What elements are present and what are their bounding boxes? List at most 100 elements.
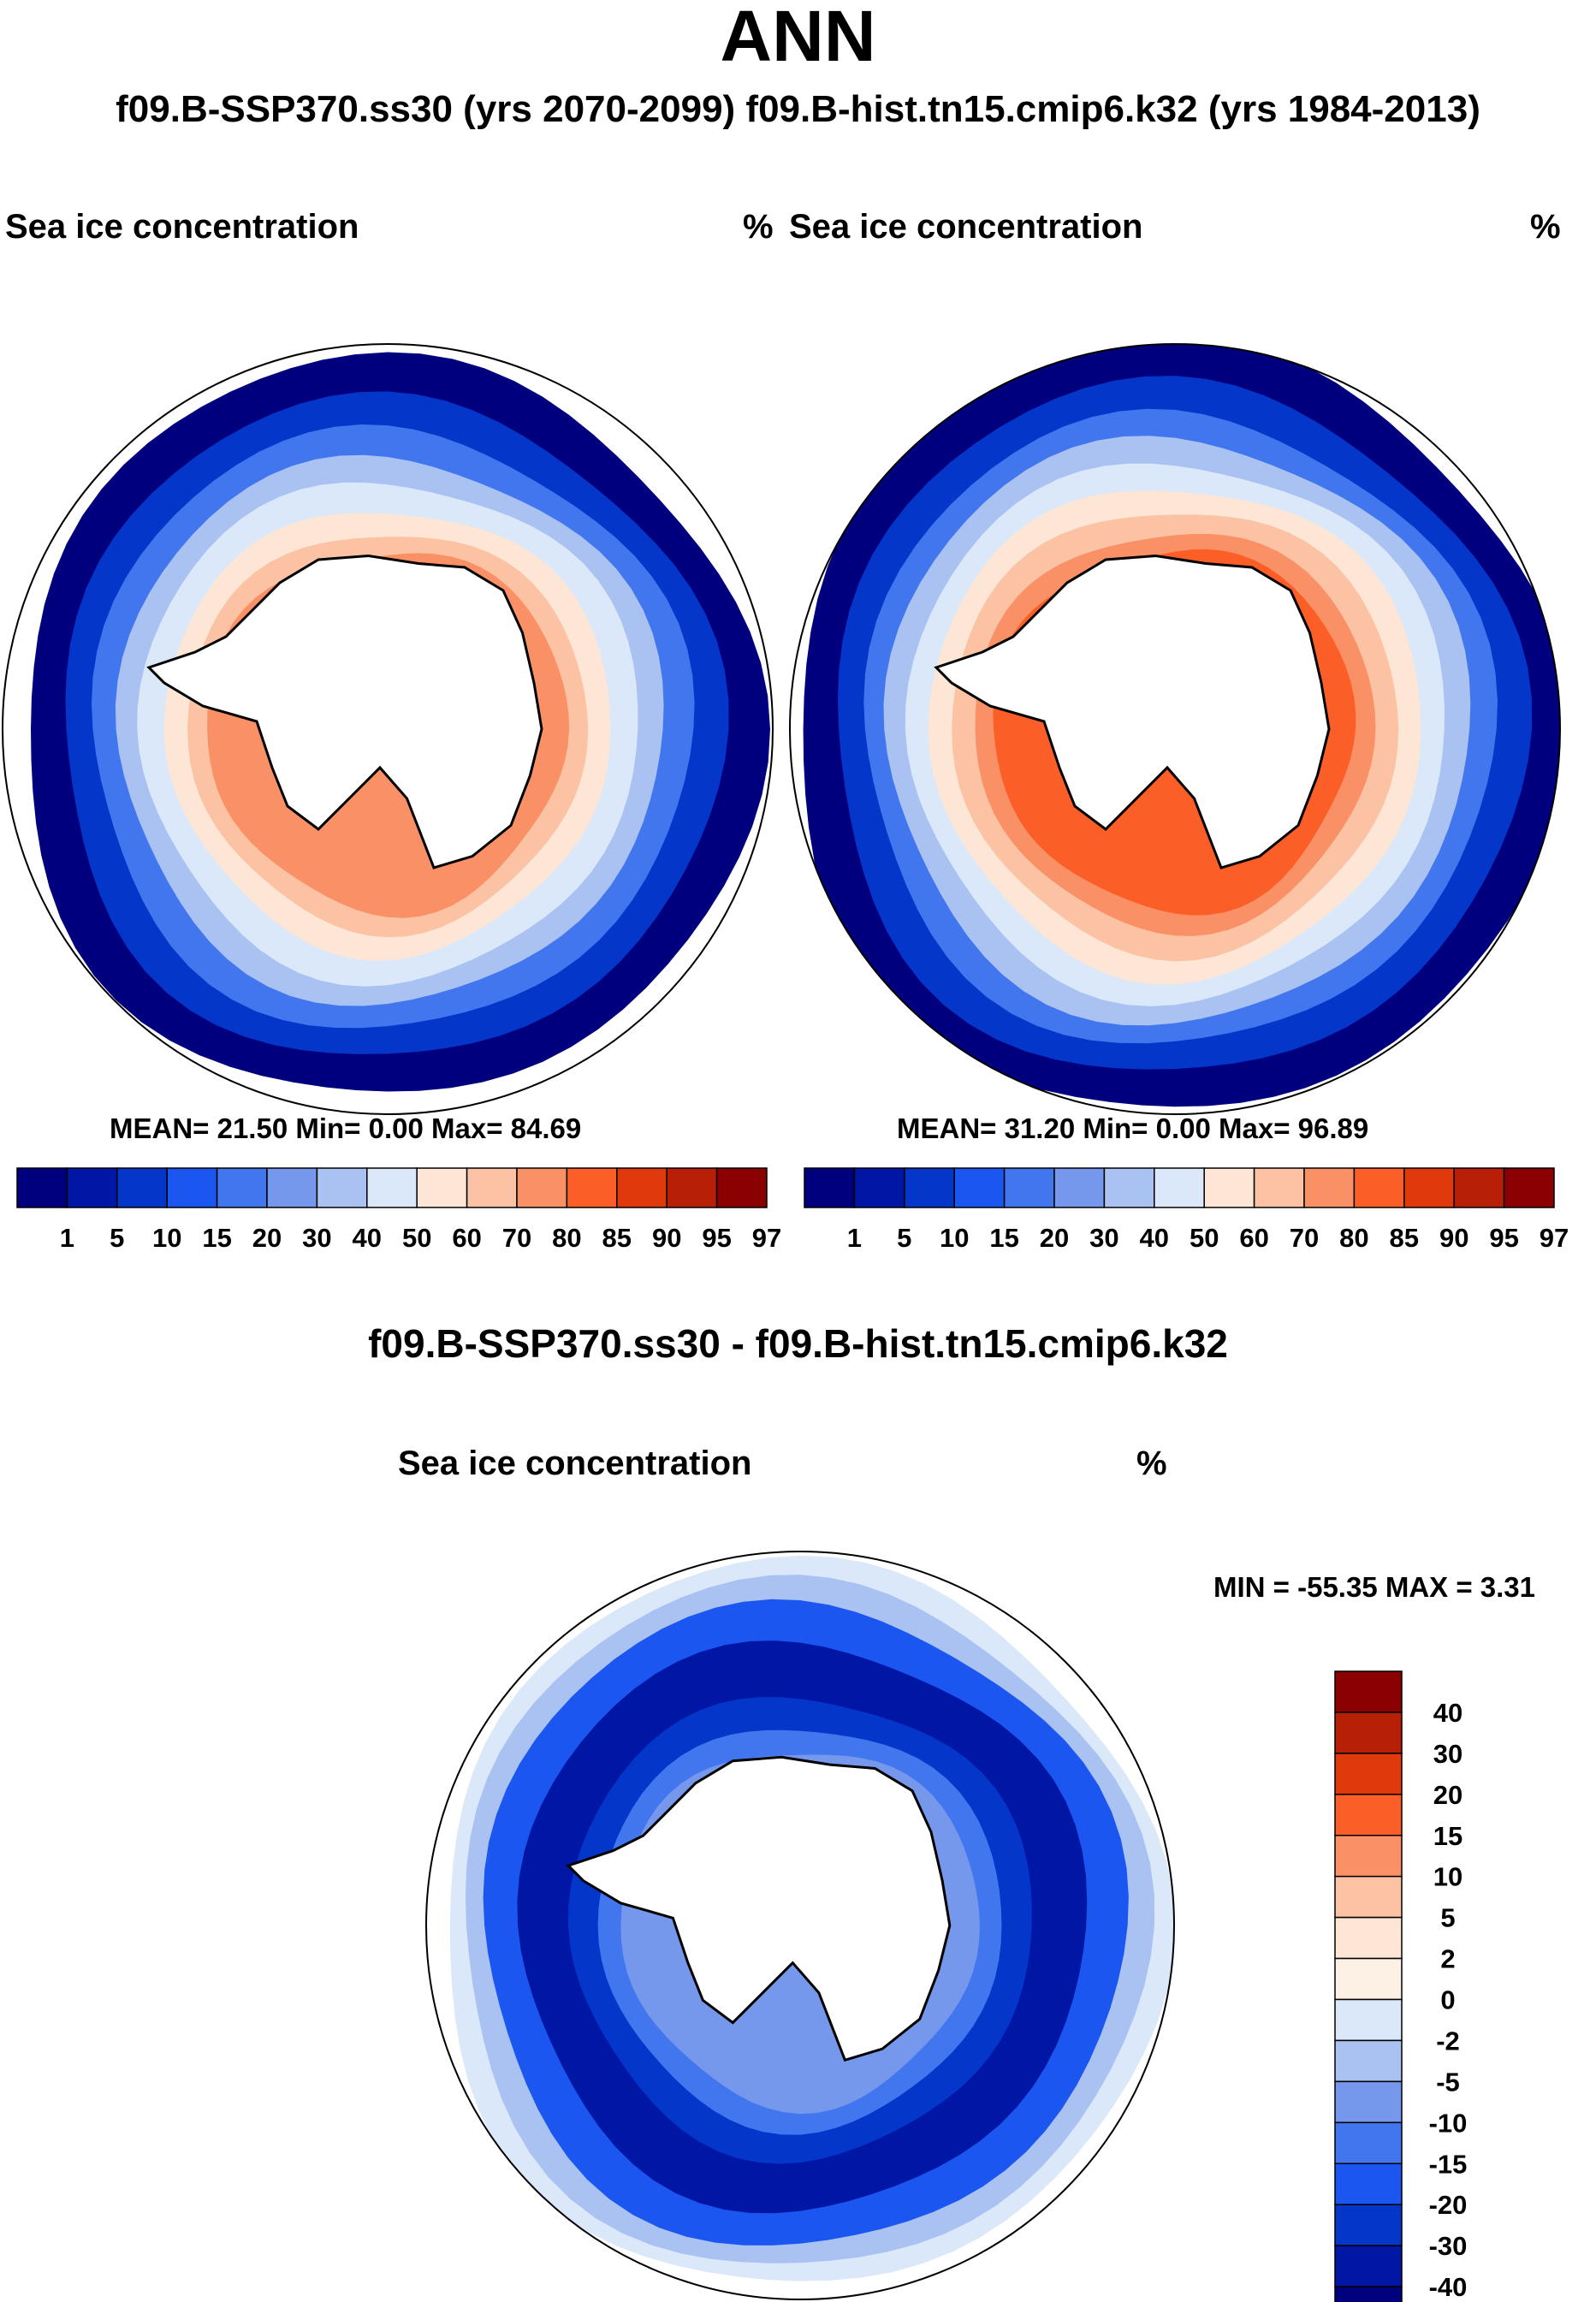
colorbar-historical-tick-label: 1 — [847, 1223, 862, 1253]
diff-panel-unit: % — [1136, 1445, 1167, 1482]
colorbar-ssp370-tick-label: 30 — [302, 1223, 331, 1253]
map-difference-map-border — [425, 1551, 1175, 2300]
colorbar-ssp370-tick-label: 60 — [452, 1223, 481, 1253]
colorbar-difference-swatch — [1334, 2286, 1403, 2302]
colorbar-historical-tick-label: 30 — [1089, 1223, 1118, 1253]
colorbar-historical-tick-label: 60 — [1239, 1223, 1268, 1253]
colorbar-ssp370-swatch — [416, 1167, 468, 1208]
colorbar-difference-swatch — [1334, 1753, 1403, 1795]
colorbar-ssp370-swatch — [316, 1167, 368, 1208]
colorbar-difference-tick-label: 15 — [1433, 1821, 1463, 1851]
colorbar-historical-swatch — [1253, 1167, 1305, 1208]
colorbar-difference-tick-label: -40 — [1429, 2272, 1468, 2302]
colorbar-difference-swatch — [1334, 1875, 1403, 1919]
colorbar-historical-swatch — [853, 1167, 905, 1208]
colorbar-historical-swatch — [1453, 1167, 1505, 1208]
diff-panel-minmax: MIN = -55.35 MAX = 3.31 — [1213, 1571, 1536, 1603]
colorbar-historical-tick-label: 50 — [1190, 1223, 1219, 1253]
map-historical-map-border — [789, 343, 1561, 1115]
colorbar-historical-tick-label: 97 — [1540, 1223, 1569, 1253]
colorbar-difference-swatch — [1334, 1794, 1403, 1836]
colorbar-historical-tick-label: 80 — [1339, 1223, 1368, 1253]
colorbar-historical-tick-label: 95 — [1489, 1223, 1518, 1253]
colorbar-historical-swatch — [953, 1167, 1006, 1208]
map-ssp370-antarctica-coastline — [146, 554, 543, 869]
left-panel-stats: MEAN= 21.50 Min= 0.00 Max= 84.69 — [110, 1112, 582, 1144]
colorbar-difference-swatch — [1334, 2039, 1403, 2083]
colorbar-difference-tick-label: -2 — [1436, 2026, 1460, 2056]
difference-title: f09.B-SSP370.ss30 - f09.B-hist.tn15.cmip… — [368, 1321, 1228, 1366]
colorbar-ssp370-tick-label: 95 — [702, 1223, 731, 1253]
colorbar-ssp370-swatch — [266, 1167, 318, 1208]
colorbar-difference-swatch — [1334, 1712, 1403, 1754]
colorbar-ssp370-swatch — [16, 1167, 68, 1208]
colorbar-historical-tick-label: 5 — [897, 1223, 911, 1253]
right-panel-variable: Sea ice concentration — [789, 208, 1143, 246]
colorbar-historical-tick-label: 40 — [1140, 1223, 1169, 1253]
map-difference-antarctica-coastline — [566, 1755, 952, 2062]
colorbar-difference-swatch — [1334, 2204, 1403, 2246]
colorbar-ssp370-tick-label: 50 — [402, 1223, 431, 1253]
colorbar-ssp370-swatch — [616, 1167, 667, 1208]
colorbar-historical-swatch — [1203, 1167, 1255, 1208]
colorbar-ssp370-swatch — [715, 1167, 768, 1208]
map-ssp370 — [2, 343, 774, 1115]
colorbar-difference-tick-label: 20 — [1433, 1780, 1463, 1810]
colorbar-historical-swatch — [1353, 1167, 1405, 1208]
colorbar-difference-tick-label: -5 — [1436, 2067, 1460, 2097]
map-ssp370-map-border — [2, 343, 774, 1115]
right-panel-unit: % — [1530, 208, 1561, 246]
colorbar-ssp370-tick-label: 85 — [602, 1223, 632, 1253]
colorbar-difference-swatch — [1334, 2080, 1403, 2124]
colorbar-difference-swatch — [1334, 1670, 1403, 1713]
colorbar-difference-swatch — [1334, 2121, 1403, 2164]
colorbar-ssp370-swatch — [666, 1167, 718, 1208]
colorbar-difference-tick-label: 40 — [1433, 1698, 1463, 1728]
colorbar-historical-tick-label: 20 — [1040, 1223, 1069, 1253]
colorbar-ssp370-tick-label: 70 — [502, 1223, 531, 1253]
colorbar-historical-swatch — [1303, 1167, 1356, 1208]
colorbar-difference-swatch — [1334, 1998, 1403, 2042]
colorbar-historical-tick-label: 15 — [989, 1223, 1018, 1253]
colorbar-ssp370-tick-label: 90 — [652, 1223, 681, 1253]
colorbar-ssp370-tick-label: 10 — [152, 1223, 181, 1253]
colorbar-difference-swatch — [1334, 1835, 1403, 1878]
colorbar-difference-tick-label: 10 — [1433, 1862, 1463, 1892]
colorbar-historical-swatch — [1053, 1167, 1106, 1208]
colorbar-difference-tick-label: 0 — [1440, 1985, 1455, 2015]
colorbar-ssp370-swatch — [366, 1167, 418, 1208]
colorbar-difference-swatch — [1334, 1957, 1403, 2001]
colorbar-historical-swatch — [1103, 1167, 1155, 1208]
colorbar-difference-tick-label: -20 — [1429, 2190, 1468, 2220]
main-title: ANN — [720, 0, 876, 76]
colorbar-ssp370-tick-label: 20 — [252, 1223, 282, 1253]
colorbar-ssp370-swatch — [566, 1167, 618, 1208]
colorbar-ssp370-swatch — [166, 1167, 218, 1208]
colorbar-ssp370-swatch — [516, 1167, 568, 1208]
colorbar-ssp370-swatch — [116, 1167, 168, 1208]
right-panel-stats: MEAN= 31.20 Min= 0.00 Max= 96.89 — [897, 1112, 1369, 1144]
colorbar-historical-swatch — [1154, 1167, 1205, 1208]
colorbar-difference-tick-label: 5 — [1440, 1903, 1455, 1933]
colorbar-historical-tick-label: 70 — [1290, 1223, 1319, 1253]
left-panel-unit: % — [743, 208, 774, 246]
colorbar-historical-tick-label: 90 — [1439, 1223, 1468, 1253]
colorbar-difference-swatch — [1334, 1916, 1403, 1960]
colorbar-ssp370-tick-label: 1 — [60, 1223, 74, 1253]
diff-panel-variable: Sea ice concentration — [398, 1445, 752, 1482]
subtitle: f09.B-SSP370.ss30 (yrs 2070-2099) f09.B-… — [116, 88, 1480, 130]
colorbar-difference-swatch — [1334, 2245, 1403, 2287]
colorbar-ssp370-tick-label: 97 — [752, 1223, 781, 1253]
colorbar-difference-swatch — [1334, 2163, 1403, 2205]
colorbar-difference-tick-label: 30 — [1433, 1739, 1463, 1769]
colorbar-difference-tick-label: -30 — [1429, 2231, 1468, 2261]
colorbar-historical-tick-label: 10 — [940, 1223, 969, 1253]
colorbar-historical-swatch — [804, 1167, 856, 1208]
colorbar-historical-swatch — [1403, 1167, 1455, 1208]
colorbar-ssp370-swatch — [216, 1167, 268, 1208]
colorbar-historical-swatch — [904, 1167, 955, 1208]
map-difference — [425, 1551, 1175, 2300]
colorbar-difference-tick-label: -15 — [1429, 2149, 1468, 2179]
colorbar-difference-tick-label: -10 — [1429, 2108, 1468, 2138]
